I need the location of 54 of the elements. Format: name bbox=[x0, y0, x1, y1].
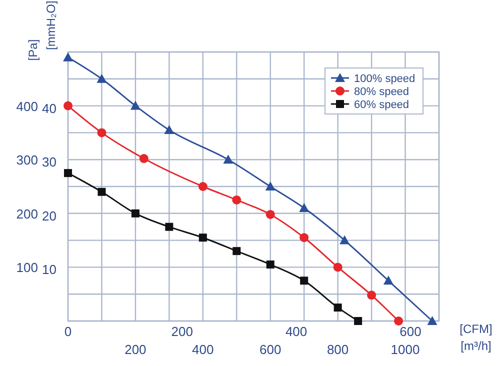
point bbox=[340, 235, 350, 244]
x-tick-label: 600 bbox=[260, 342, 282, 357]
point bbox=[300, 233, 309, 242]
y2-tick-label: 30 bbox=[42, 154, 56, 170]
x2-axis-title: [CFM] bbox=[460, 322, 492, 336]
x2-tick-label: 0 bbox=[64, 324, 72, 339]
point bbox=[265, 182, 276, 190]
x-axis-title: [m³/h] bbox=[460, 339, 492, 353]
point bbox=[131, 209, 140, 218]
point bbox=[64, 101, 72, 110]
point bbox=[165, 222, 174, 231]
point bbox=[354, 317, 362, 325]
point bbox=[427, 316, 438, 325]
point bbox=[164, 125, 174, 134]
legend-label: 100% speed bbox=[354, 73, 416, 85]
y-tick-label: 200 bbox=[16, 206, 38, 222]
y2-tick-label: 10 bbox=[42, 262, 56, 278]
point bbox=[299, 203, 310, 212]
point bbox=[223, 154, 234, 164]
x2-tick-label: 200 bbox=[171, 324, 194, 339]
point bbox=[232, 195, 242, 204]
point bbox=[198, 182, 208, 191]
y2-tick-label: 20 bbox=[42, 208, 56, 224]
y-axis-title: [Pa] bbox=[26, 39, 40, 61]
point bbox=[139, 154, 148, 164]
x2-tick-label: 600 bbox=[400, 324, 422, 339]
x-tick-label: 200 bbox=[124, 342, 146, 357]
x-tick-label: 1000 bbox=[390, 342, 420, 357]
point bbox=[334, 304, 342, 312]
point bbox=[394, 316, 404, 326]
point bbox=[198, 234, 207, 242]
point bbox=[97, 128, 106, 138]
point bbox=[130, 100, 140, 110]
point bbox=[266, 210, 275, 219]
legend-label: 60% speed bbox=[354, 99, 410, 111]
point bbox=[300, 276, 308, 285]
point bbox=[266, 260, 274, 269]
y-tick-label: 300 bbox=[16, 152, 38, 168]
y2-tick-label: 40 bbox=[42, 100, 56, 116]
y2-axis-title: [mmH₂O] bbox=[44, 0, 58, 50]
y-tick-label: 400 bbox=[16, 98, 38, 114]
x2-tick-label: 400 bbox=[285, 324, 308, 339]
point bbox=[367, 290, 376, 300]
point bbox=[64, 169, 72, 178]
x-tick-label: 800 bbox=[326, 342, 349, 357]
point bbox=[98, 188, 106, 196]
legend-label: 80% speed bbox=[354, 86, 410, 98]
point bbox=[383, 276, 394, 285]
point bbox=[333, 262, 342, 272]
y-tick-label: 100 bbox=[16, 260, 38, 276]
point bbox=[96, 74, 107, 83]
x-tick-label: 400 bbox=[192, 342, 214, 357]
point bbox=[232, 247, 241, 256]
point bbox=[63, 52, 73, 62]
